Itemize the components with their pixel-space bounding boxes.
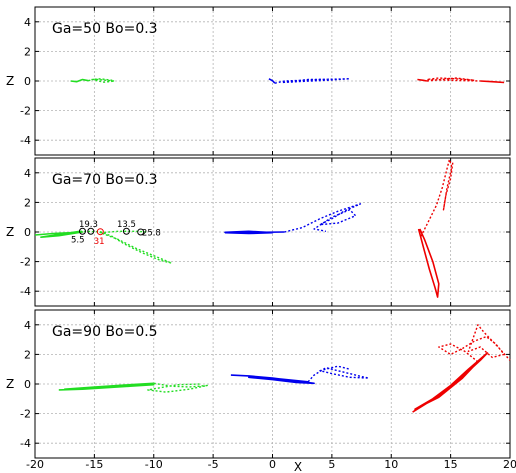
y-tick-label: -2 xyxy=(20,408,31,421)
annotation-label: 5.5 xyxy=(71,235,85,245)
trajectory-solid xyxy=(70,78,89,83)
panel-label: Ga=50 Bo=0.3 xyxy=(52,21,158,37)
y-tick-label: 2 xyxy=(24,45,31,58)
trajectory-solid xyxy=(230,374,315,385)
trajectory-dotted xyxy=(307,365,370,383)
y-tick-label: 4 xyxy=(24,167,31,180)
trajectory-dotted xyxy=(80,230,173,264)
series-red xyxy=(412,324,511,413)
trajectory-solid xyxy=(412,352,489,413)
x-tick-label: -10 xyxy=(145,458,163,471)
panels: 4 2 0 -2 -4 Z Ga=50 Bo=0.3 4 2 0 -2 -4 Z Ga=70 Bo=0.3… xyxy=(6,6,511,459)
annotation-label: 13.5 xyxy=(117,220,136,230)
series-green xyxy=(58,382,208,393)
trajectory-solid xyxy=(224,230,285,235)
panel-label: Ga=90 Bo=0.5 xyxy=(52,324,158,340)
panel-2: 4 2 0 -2 -4 Z Ga=70 Bo=0.3 19.3 13.5 5.5 31 25.8 xyxy=(6,157,511,307)
y-tick-label: 0 xyxy=(24,75,31,88)
annotation-label: 25.8 xyxy=(142,229,161,239)
panel-label: Ga=70 Bo=0.3 xyxy=(52,172,158,188)
trajectory-solid-tail xyxy=(480,80,505,84)
x-axis-label: X xyxy=(294,460,302,473)
x-tick-label: -20 xyxy=(26,458,44,471)
y-tick-label: 4 xyxy=(24,319,31,332)
series-red xyxy=(417,158,454,298)
panel-1: 4 2 0 -2 -4 Z Ga=50 Bo=0.3 xyxy=(6,6,511,156)
y-tick-label: 2 xyxy=(24,196,31,209)
trajectory-dotted xyxy=(420,158,454,237)
x-tick-label: 15 xyxy=(444,458,458,471)
time-marker xyxy=(122,227,130,235)
series-green xyxy=(34,230,173,264)
panel-3: 4 2 0 -2 -4 Z Ga=90 Bo=0.5 xyxy=(6,309,511,459)
trajectory-solid xyxy=(268,78,276,84)
y-tick-label: -4 xyxy=(20,437,31,450)
x-tick-label: 5 xyxy=(328,458,335,471)
trajectory-solid xyxy=(34,230,84,238)
y-tick-label: 0 xyxy=(24,226,31,239)
y-axis-label: Z xyxy=(6,377,14,391)
trajectory-dotted xyxy=(438,324,511,363)
time-marker xyxy=(79,227,86,235)
trajectory-solid xyxy=(417,228,440,298)
y-tick-label: -4 xyxy=(20,285,31,298)
y-axis-label: Z xyxy=(6,225,14,239)
trajectory-solid xyxy=(417,78,428,82)
annotation-label: 31 xyxy=(94,237,105,247)
y-tick-label: 2 xyxy=(24,348,31,361)
series-green xyxy=(70,78,116,83)
series-red xyxy=(417,77,505,84)
time-marker xyxy=(137,228,145,236)
time-marker xyxy=(96,228,104,236)
series-blue xyxy=(268,78,351,84)
time-marker xyxy=(87,227,95,235)
trajectory-dotted xyxy=(274,78,351,84)
trajectory-solid xyxy=(58,382,155,391)
y-tick-label: 0 xyxy=(24,378,31,391)
x-tick-label: 0 xyxy=(269,458,276,471)
y-tick-label: -2 xyxy=(20,256,31,269)
x-tick-label: 20 xyxy=(503,458,516,471)
x-tick-label: -15 xyxy=(85,458,103,471)
y-tick-label: -4 xyxy=(20,134,31,147)
x-tick-label: -5 xyxy=(208,458,219,471)
y-tick-label: 4 xyxy=(24,16,31,29)
annotation-label: 19.3 xyxy=(79,220,98,230)
trajectory-dotted xyxy=(426,77,481,82)
series-blue xyxy=(230,365,370,385)
trajectory-dotted xyxy=(88,78,116,83)
trajectory-dotted xyxy=(284,203,362,233)
trajectory-dotted xyxy=(147,382,208,393)
y-tick-label: -2 xyxy=(20,105,31,118)
series-blue xyxy=(224,203,362,235)
x-tick-label: 10 xyxy=(384,458,398,471)
y-axis-label: Z xyxy=(6,74,14,88)
x-tick-labels: -20 -15 -10 -5 0 5 10 15 20 xyxy=(26,458,516,471)
